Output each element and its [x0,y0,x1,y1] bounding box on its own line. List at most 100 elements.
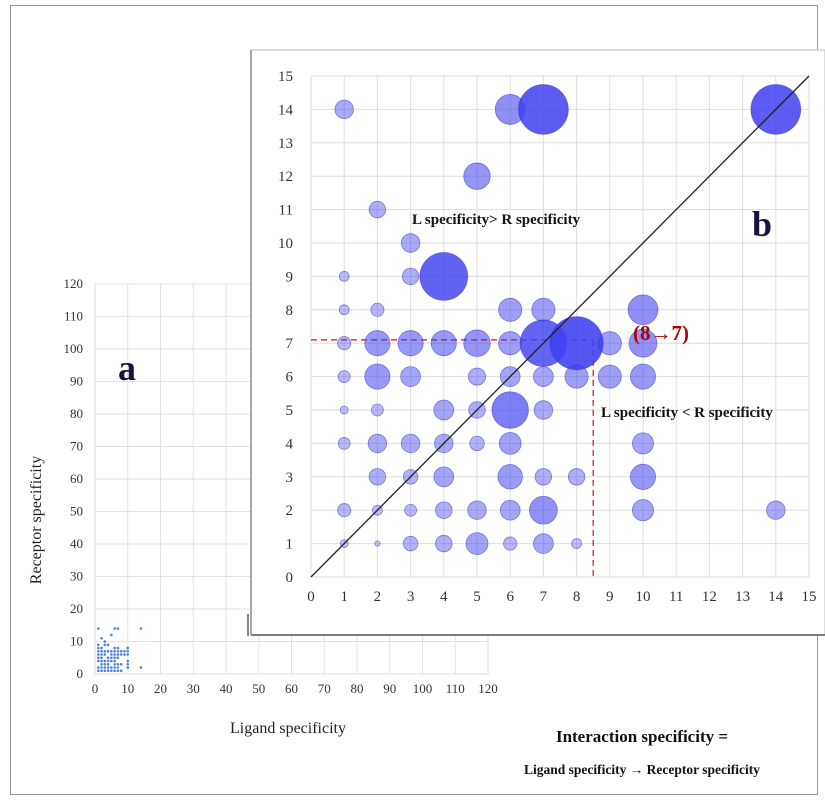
panel-b-diagonal-line [310,75,810,578]
panel-b-ytick: 13 [278,136,293,152]
panel-a-point [116,646,120,650]
panel-a-point [116,653,120,656]
panel-a-point [110,666,113,669]
panel-a-ytick: 0 [77,666,84,681]
panel-a-ytick: 10 [70,634,83,649]
panel-a-xtick: 110 [446,681,465,696]
panel-b-ytick: 0 [286,570,294,586]
panel-a-point [126,653,130,656]
panel-b-bubble [339,405,349,415]
panel-b-bubble [400,233,421,253]
panel-b-bubble [364,363,391,390]
panel-a-xtick: 90 [383,681,396,696]
panel-b-xtick: 14 [768,589,784,605]
panel-a-xtick: 10 [121,681,134,696]
panel-a-xtick: 50 [252,681,265,696]
panel-a-xtick: 20 [154,681,167,696]
panel-a-point [116,627,120,630]
panel-b-bubble [463,162,491,190]
panel-b-ytick: 15 [278,69,293,85]
upper-region-label: L specificity> R specificity [412,212,581,228]
panel-b-bubble [534,468,553,486]
panel-a-ytick: 60 [70,471,83,486]
panel-a-point [123,649,126,653]
panel-b-bubble [368,468,387,486]
panel-b-xtick: 6 [506,589,514,605]
panel-a-point [116,666,120,669]
panel-b-bubble [334,99,354,120]
panel-a-ytick: 80 [70,406,83,421]
panel-b-bubble [463,329,491,357]
panel-a-point [126,659,130,663]
panel-a-point [96,643,100,647]
panel-b-ytick: 8 [286,303,294,319]
panel-a-xtick: 40 [220,681,233,696]
panel-a-point [106,656,110,660]
panel-b-bubble [338,304,350,316]
formula-body: Ligand specificity → Receptor specificit… [524,762,760,777]
panel-a-point [139,666,143,669]
panel-b-bubble [567,468,586,486]
panel-a-point [100,646,103,650]
panel-a-xtick: 70 [318,681,331,696]
panel-b-bubble [498,297,523,322]
panel-b-bubble [371,403,384,417]
panel-a-point [100,662,103,666]
panel-b-bubble [469,435,485,452]
panel-a-point [110,633,113,637]
panel-a-point [100,656,103,660]
panel-b-xtick: 2 [374,589,382,605]
panel-b-bubble [498,331,523,356]
panel-b-bubble [597,331,622,356]
panel-a-xtick: 0 [92,681,99,696]
panel-a-ytick: 50 [70,504,83,519]
panel-b-xtick: 0 [307,589,315,605]
panel-a-point [126,666,130,669]
panel-b-letter: b [752,204,772,244]
panel-a-point [100,669,103,673]
panel-a-point [116,656,120,660]
panel-a-ylabel: Receptor specificity [28,456,45,584]
panel-b-xtick: 3 [407,589,415,605]
panel-b-bubble [766,500,786,520]
panel-b-bubble [374,540,381,547]
panel-b-ytick: 5 [286,403,294,419]
panel-b-ytick: 3 [286,470,294,486]
panel-b-bubble [435,534,453,553]
panel-b: 0 1 2 3 4 5 6 7 8 9 10 11 12 13 14 15012345678910111213… [250,49,825,636]
panel-a-point [103,653,107,656]
panel-a-point [96,659,100,663]
panel-b-ytick: 11 [279,203,293,219]
panel-a-point [119,669,123,673]
panel-a-ytick: 110 [64,309,83,324]
panel-b-xtick: 4 [440,589,448,605]
panel-a-point [110,656,113,660]
panel-a-point [96,649,100,653]
panel-a-point [96,627,100,630]
panel-a-point [113,669,116,673]
panel-a-point [113,659,116,663]
panel-b-bubble [533,366,554,387]
panel-b-bubble [430,330,457,357]
panel-a-point [96,666,100,669]
panel-a-point [100,659,103,663]
panel-a-xtick: 120 [478,681,498,696]
panel-b-bubble [627,294,659,326]
panel-a-ytick: 30 [70,569,83,584]
panel-b-bubble [402,535,419,552]
panel-a-xtick: 30 [187,681,200,696]
panel-b-bubble [628,328,658,358]
panel-a-point [96,646,100,650]
panel-a-point [106,662,110,666]
panel-b-bubble [597,364,622,389]
panel-a-point [106,659,110,663]
panel-a-letter: a [118,348,136,388]
panel-b-bubble [467,500,487,520]
panel-a-ytick: 20 [70,601,83,616]
panel-b-bubble [401,267,420,286]
panel-a-point [103,640,107,643]
panel-b-bubble [571,538,582,549]
panel-b-bubble [400,433,421,454]
panel-a-ytick: 90 [70,374,83,389]
panel-b-xtick: 11 [669,589,683,605]
